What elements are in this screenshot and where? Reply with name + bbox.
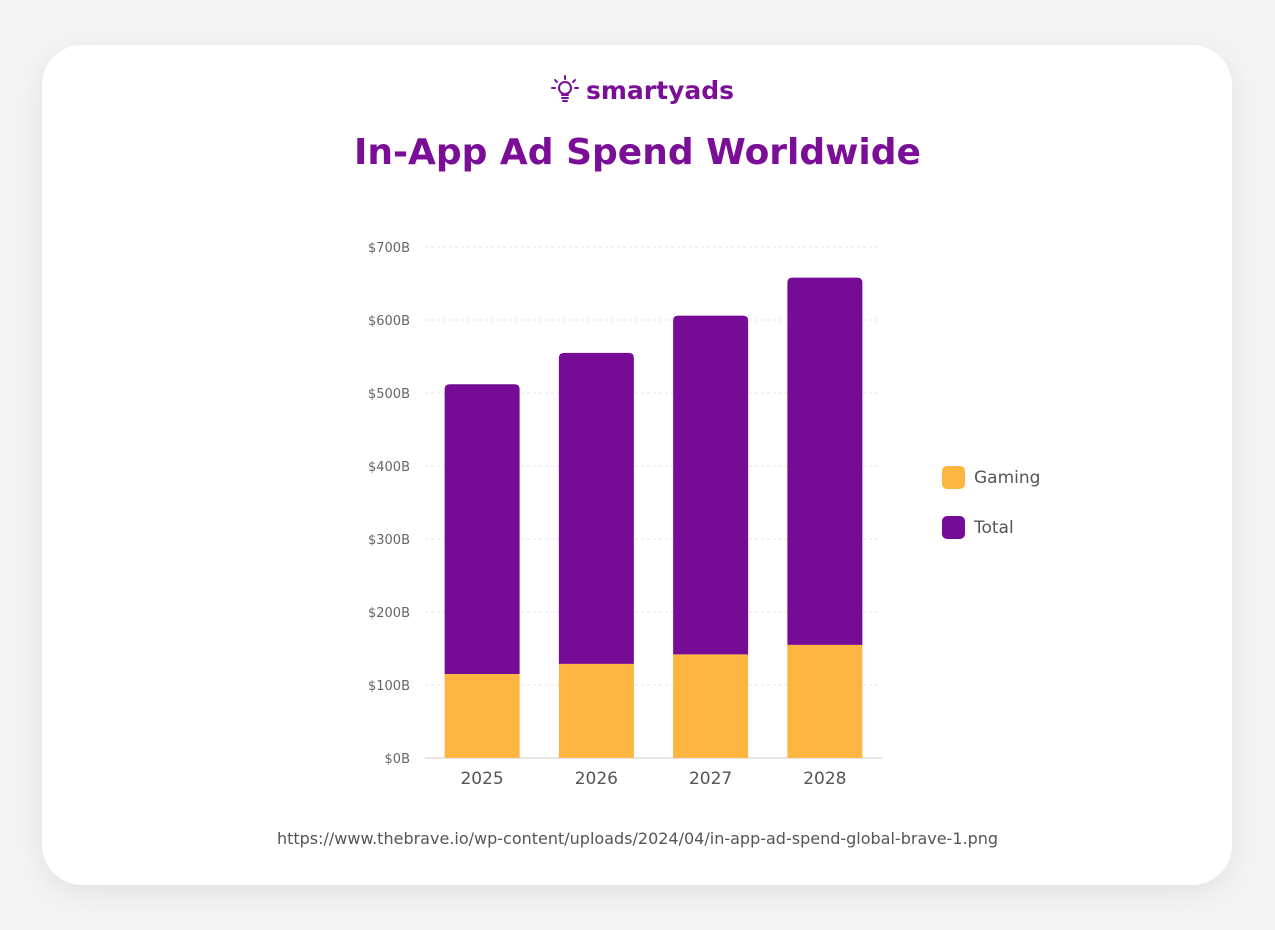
y-tick-label: $0B xyxy=(385,752,410,767)
y-tick-label: $400B xyxy=(368,460,410,475)
y-tick-label: $100B xyxy=(368,679,410,694)
legend-label: Total xyxy=(974,517,1014,538)
chart-title: In-App Ad Spend Worldwide xyxy=(354,132,921,173)
source-url: https://www.thebrave.io/wp-content/uploa… xyxy=(276,829,999,848)
y-tick-label: $700B xyxy=(368,241,410,256)
x-tick-label: 2026 xyxy=(575,769,618,789)
bar-total xyxy=(673,315,749,655)
bar-gaming xyxy=(444,674,520,758)
y-tick-label: $500B xyxy=(368,387,410,402)
x-tick-label: 2028 xyxy=(803,769,846,789)
y-tick-label: $600B xyxy=(368,314,410,329)
lightbulb-icon xyxy=(551,75,579,102)
y-tick-label: $300B xyxy=(368,533,410,548)
logo: smartyads xyxy=(550,74,734,106)
x-tick-label: 2027 xyxy=(689,769,732,789)
legend-total: Total xyxy=(942,516,1014,539)
legend-swatch-total xyxy=(942,516,965,539)
legend-swatch-gaming xyxy=(942,466,965,489)
chart-card xyxy=(42,45,1232,885)
bar-total xyxy=(558,352,634,664)
logo-text: smartyads xyxy=(586,75,735,105)
legend-gaming: Gaming xyxy=(942,466,1040,489)
bar-gaming xyxy=(787,644,863,758)
bar-gaming xyxy=(673,654,749,758)
bar-total xyxy=(444,384,520,675)
bar-total xyxy=(787,277,863,645)
bar-gaming xyxy=(558,663,634,758)
x-tick-label: 2025 xyxy=(460,769,503,789)
y-tick-label: $200B xyxy=(368,606,410,621)
legend-label: Gaming xyxy=(974,467,1041,488)
